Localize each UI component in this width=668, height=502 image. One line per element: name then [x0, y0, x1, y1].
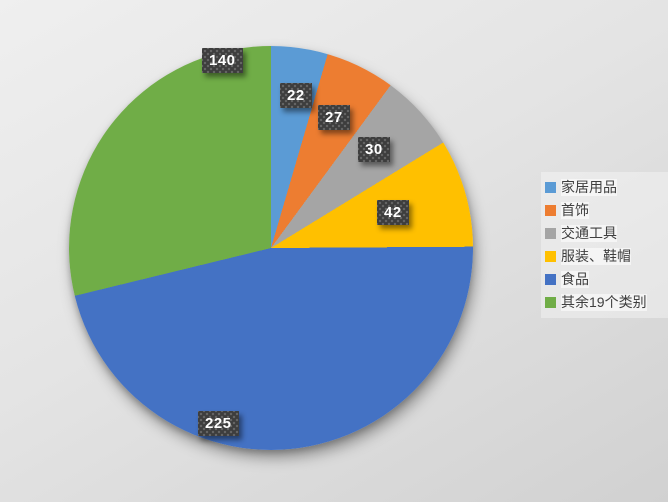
data-label-fuzhuang[interactable]: 42 [377, 200, 409, 225]
legend-label: 交通工具 [561, 225, 617, 242]
data-label-jiaju[interactable]: 22 [280, 83, 312, 108]
legend-label: 服装、鞋帽 [561, 248, 631, 265]
data-label-shoushi[interactable]: 27 [318, 105, 350, 130]
data-label-qiyu[interactable]: 140 [202, 48, 243, 73]
legend-swatch-icon [545, 205, 556, 216]
legend-label: 其余19个类别 [561, 294, 647, 311]
legend-swatch-icon [545, 228, 556, 239]
legend-item-shoushi[interactable]: 首饰 [545, 202, 668, 219]
legend-swatch-icon [545, 251, 556, 262]
legend-label: 家居用品 [561, 179, 617, 196]
legend-label: 食品 [561, 271, 589, 288]
legend-item-fuzhuang[interactable]: 服装、鞋帽 [545, 248, 668, 265]
legend-swatch-icon [545, 274, 556, 285]
legend-item-shipin[interactable]: 食品 [545, 271, 668, 288]
legend: 家居用品 首饰 交通工具 服装、鞋帽 食品 其余19个类别 [541, 172, 668, 318]
legend-item-jiaotong[interactable]: 交通工具 [545, 225, 668, 242]
legend-swatch-icon [545, 297, 556, 308]
data-label-shipin[interactable]: 225 [198, 411, 239, 436]
pie[interactable] [69, 46, 473, 450]
legend-item-qiyu[interactable]: 其余19个类别 [545, 294, 668, 311]
data-label-jiaotong[interactable]: 30 [358, 137, 390, 162]
legend-swatch-icon [545, 182, 556, 193]
legend-item-jiaju[interactable]: 家居用品 [545, 179, 668, 196]
legend-label: 首饰 [561, 202, 589, 219]
